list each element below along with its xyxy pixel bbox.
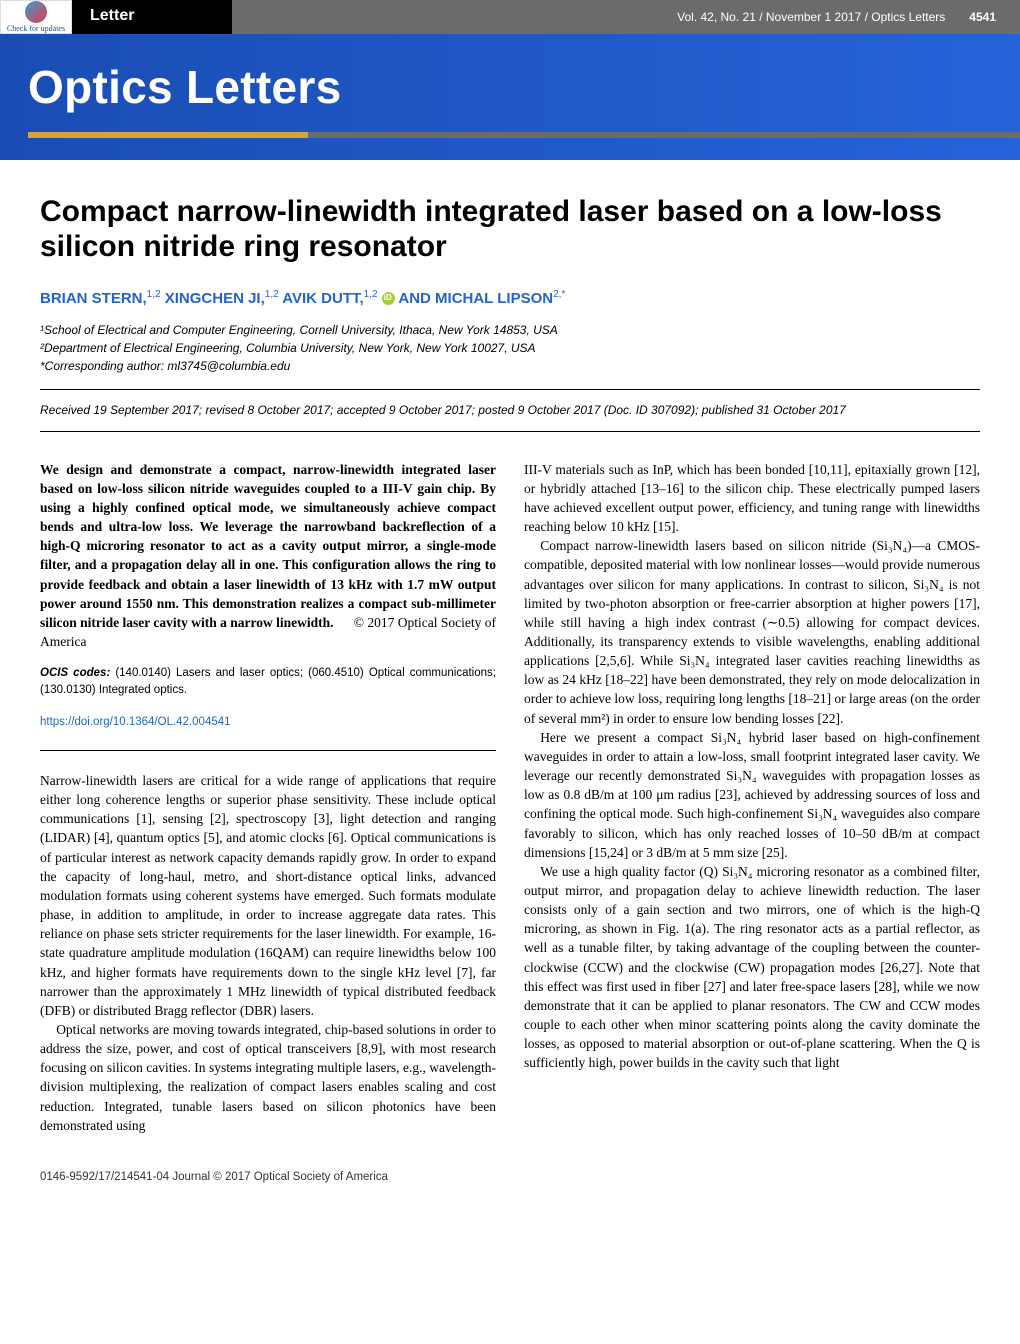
abstract-text: We design and demonstrate a compact, nar… — [40, 462, 496, 630]
paragraph: We use a high quality factor (Q) Si₃N₄ m… — [524, 862, 980, 1073]
banner-underline — [28, 132, 1020, 138]
article-content: Compact narrow-linewidth integrated lase… — [0, 160, 1020, 1155]
article-title: Compact narrow-linewidth integrated lase… — [40, 194, 980, 265]
affiliation-1: ¹School of Electrical and Computer Engin… — [40, 321, 980, 339]
ocis-label: OCIS codes: — [40, 667, 110, 679]
authors-line: BRIAN STERN,1,2 XINGCHEN JI,1,2 AVIK DUT… — [40, 289, 980, 307]
footer-left: 0146-9592/17/214541-04 Journal © 2017 Op… — [40, 1171, 388, 1183]
affiliation-2: ²Department of Electrical Engineering, C… — [40, 339, 980, 357]
check-updates-label: Check for updates — [7, 24, 65, 33]
paragraph: Optical networks are moving towards inte… — [40, 1020, 496, 1135]
page-footer: 0146-9592/17/214541-04 Journal © 2017 Op… — [0, 1155, 1020, 1203]
corresponding-author: *Corresponding author: ml3745@columbia.e… — [40, 357, 980, 375]
paragraph: III-V materials such as InP, which has b… — [524, 460, 980, 537]
two-column-body: We design and demonstrate a compact, nar… — [40, 460, 980, 1135]
affiliations: ¹School of Electrical and Computer Engin… — [40, 321, 980, 375]
column-right: III-V materials such as InP, which has b… — [524, 460, 980, 1135]
journal-banner: Optics Letters — [0, 34, 1020, 160]
paragraph: Here we present a compact Si₃N₄ hybrid l… — [524, 728, 980, 862]
ocis-codes: OCIS codes: (140.0140) Lasers and laser … — [40, 665, 496, 700]
check-updates-icon — [25, 1, 47, 23]
page-number: 4541 — [969, 10, 996, 24]
orcid-icon[interactable] — [382, 292, 395, 305]
doi-link[interactable]: https://doi.org/10.1364/OL.42.004541 — [40, 714, 496, 730]
top-bar: Check for updates Letter Vol. 42, No. 21… — [0, 0, 1020, 34]
header-meta-text: Vol. 42, No. 21 / November 1 2017 / Opti… — [677, 10, 945, 24]
publication-dates: Received 19 September 2017; revised 8 Oc… — [40, 389, 980, 432]
journal-title: Optics Letters — [28, 60, 1020, 114]
authors-part2: AND MICHAL LIPSON2,* — [395, 290, 566, 307]
paragraph: Narrow-linewidth lasers are critical for… — [40, 771, 496, 1020]
column-left: We design and demonstrate a compact, nar… — [40, 460, 496, 1135]
abstract: We design and demonstrate a compact, nar… — [40, 460, 496, 652]
separator — [40, 750, 496, 751]
check-updates-badge[interactable]: Check for updates — [0, 0, 72, 34]
letter-tag: Letter — [72, 0, 232, 34]
paragraph: Compact narrow-linewidth lasers based on… — [524, 536, 980, 728]
authors-part1: BRIAN STERN,1,2 XINGCHEN JI,1,2 AVIK DUT… — [40, 290, 382, 307]
header-meta: Vol. 42, No. 21 / November 1 2017 / Opti… — [232, 0, 1020, 34]
body-text-left: Narrow-linewidth lasers are critical for… — [40, 771, 496, 1135]
